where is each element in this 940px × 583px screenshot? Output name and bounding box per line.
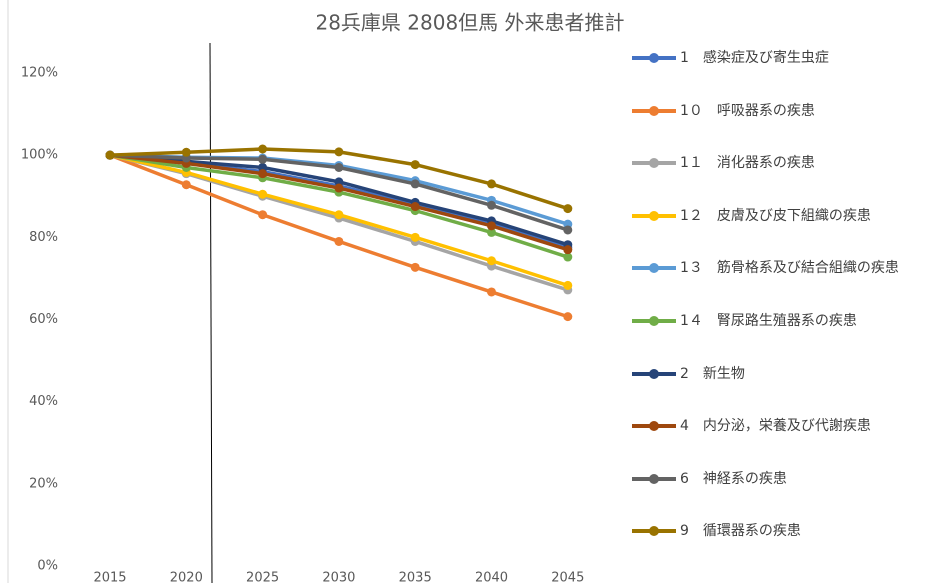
point (410, 202, 420, 212)
marker-line (209, 42, 213, 583)
point (181, 180, 191, 190)
legend-label: 2 新生物 (680, 365, 745, 382)
x-tick-label: 2025 (246, 571, 279, 583)
point (258, 189, 268, 199)
legend-label: 1０ 呼吸器系の疾患 (680, 102, 815, 119)
y-tick-label: 120% (21, 66, 58, 81)
point (563, 245, 573, 255)
legend-swatch (632, 309, 676, 333)
point (563, 225, 573, 235)
legend-item: 1０ 呼吸器系の疾患 (632, 99, 922, 123)
legend-label: 4 内分泌，栄養及び代謝疾患 (680, 418, 871, 435)
x-tick-label: 2035 (399, 571, 432, 583)
x-tick-label: 2020 (170, 571, 203, 583)
point (181, 147, 191, 157)
point (487, 200, 496, 210)
legend-item: 1２ 皮膚及び皮下組織の疾患 (632, 204, 922, 228)
legend-swatch (632, 46, 676, 70)
point (334, 177, 344, 187)
point (334, 183, 344, 193)
legend-label: 6 神経系の疾患 (680, 470, 787, 487)
legend-swatch (632, 204, 676, 228)
legend-item: 6 神経系の疾患 (632, 467, 922, 491)
legend-swatch (632, 467, 676, 491)
point (258, 210, 268, 220)
legend-label: 1１ 消化器系の疾患 (680, 155, 815, 172)
point (334, 236, 344, 246)
legend-label: 1４ 腎尿路生殖器系の疾患 (680, 313, 857, 329)
x-tick-label: 2040 (475, 571, 508, 583)
y-tick-label: 20% (29, 476, 58, 491)
point (334, 147, 344, 157)
legend-item: 1３ 筋骨格系及び結合組織の疾患 (632, 256, 922, 280)
legend-label: 1 感染症及び寄生虫症 (680, 50, 829, 66)
point (563, 312, 573, 322)
point (410, 160, 420, 170)
y-tick-label: 40% (29, 394, 58, 409)
legend-label: 9 循環器系の疾患 (680, 523, 801, 540)
point (258, 144, 268, 154)
legend-item: 1 感染症及び寄生虫症 (632, 46, 922, 70)
legend-swatch (632, 151, 676, 175)
legend-item: 1１ 消化器系の疾患 (632, 151, 922, 175)
point (410, 179, 420, 189)
point (563, 280, 573, 290)
y-tick-label: 100% (21, 148, 58, 163)
legend-swatch (632, 99, 676, 123)
legend-swatch (632, 519, 676, 543)
legend-label: 1２ 皮膚及び皮下組織の疾患 (680, 207, 871, 224)
legend-swatch (632, 414, 676, 438)
point (334, 162, 344, 172)
point (487, 287, 496, 297)
point (258, 169, 268, 179)
legend-item: 4 内分泌，栄養及び代謝疾患 (632, 414, 922, 438)
chart-title: 28兵庫県 2808但馬 外来患者推計 (315, 11, 624, 35)
legend-swatch (632, 256, 676, 280)
legend-swatch (632, 362, 676, 386)
x-tick-label: 2030 (322, 571, 355, 583)
point (563, 252, 573, 262)
point (334, 210, 344, 220)
point (410, 232, 420, 242)
point (258, 162, 268, 172)
x-tick-label: 2045 (551, 571, 584, 583)
point (487, 227, 496, 237)
point (105, 150, 115, 160)
point (410, 262, 420, 272)
legend-label: 1３ 筋骨格系及び結合組織の疾患 (680, 260, 899, 277)
x-tick-label: 2015 (93, 571, 126, 583)
point (487, 179, 496, 189)
y-tick-label: 60% (29, 312, 58, 327)
point (258, 154, 268, 164)
y-tick-label: 0% (37, 559, 58, 574)
point (487, 221, 496, 231)
point (487, 256, 496, 266)
y-tick-label: 80% (29, 230, 58, 245)
legend-item: 1４ 腎尿路生殖器系の疾患 (632, 309, 922, 333)
legend-item: 2 新生物 (632, 362, 922, 386)
legend-item: 9 循環器系の疾患 (632, 519, 922, 543)
point (563, 204, 573, 214)
